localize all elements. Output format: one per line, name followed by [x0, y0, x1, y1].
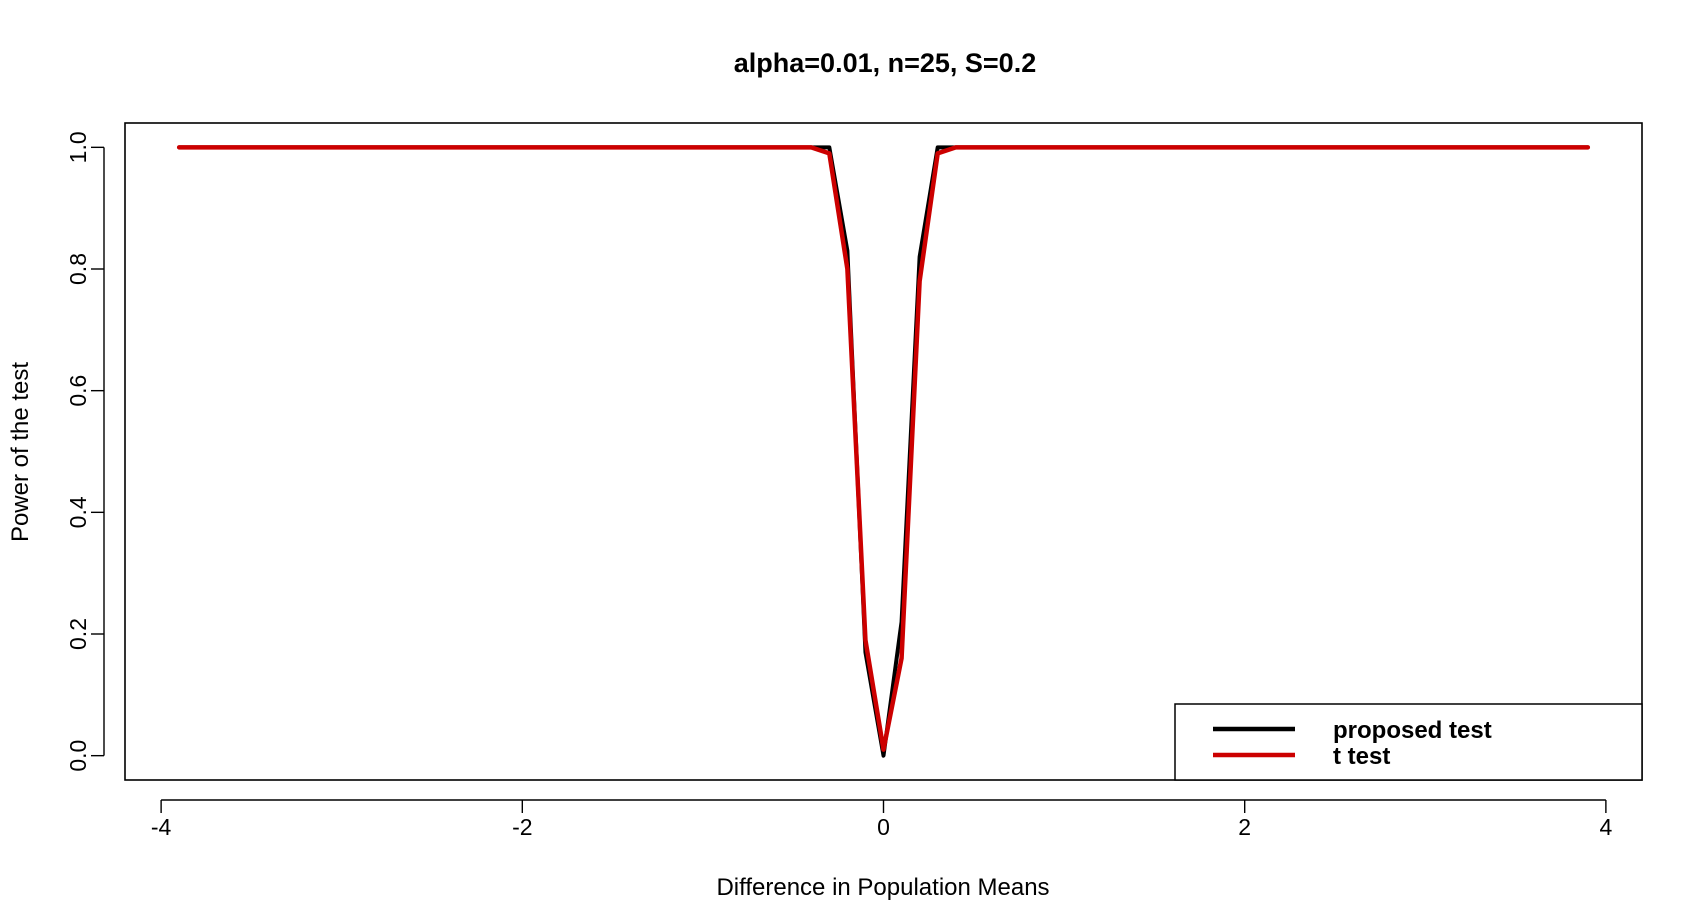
x-tick-label: -4	[151, 814, 172, 840]
x-axis-label: Difference in Population Means	[716, 874, 1049, 901]
y-tick-label: 0.0	[65, 740, 91, 772]
x-tick-label: -2	[512, 814, 532, 840]
series-line-t-test	[176, 145, 1591, 752]
plot-area	[124, 122, 1643, 781]
legend: proposed test t test	[1174, 703, 1643, 781]
y-tick-label: 0.4	[65, 496, 91, 528]
y-tick-label: 0.2	[65, 618, 91, 650]
x-tick-label: 0	[877, 814, 890, 840]
y-axis: 0.0 0.2 0.4 0.6 0.8 1.0	[65, 131, 105, 772]
series-line-proposed-test	[177, 145, 1590, 758]
series-layer	[176, 145, 1591, 758]
x-tick-label: 4	[1599, 814, 1612, 840]
legend-label-proposed-test: proposed test	[1333, 717, 1492, 744]
y-axis-label: Power of the test	[7, 362, 34, 542]
chart-title: alpha=0.01, n=25, S=0.2	[734, 48, 1036, 78]
x-tick-label: 2	[1238, 814, 1251, 840]
y-tick-label: 0.6	[65, 375, 91, 407]
y-tick-label: 0.8	[65, 253, 91, 285]
legend-label-t-test: t test	[1333, 743, 1390, 770]
x-axis: -4 -2 0 2 4	[151, 799, 1612, 840]
legend-box	[1174, 703, 1643, 781]
y-tick-label: 1.0	[65, 131, 91, 163]
